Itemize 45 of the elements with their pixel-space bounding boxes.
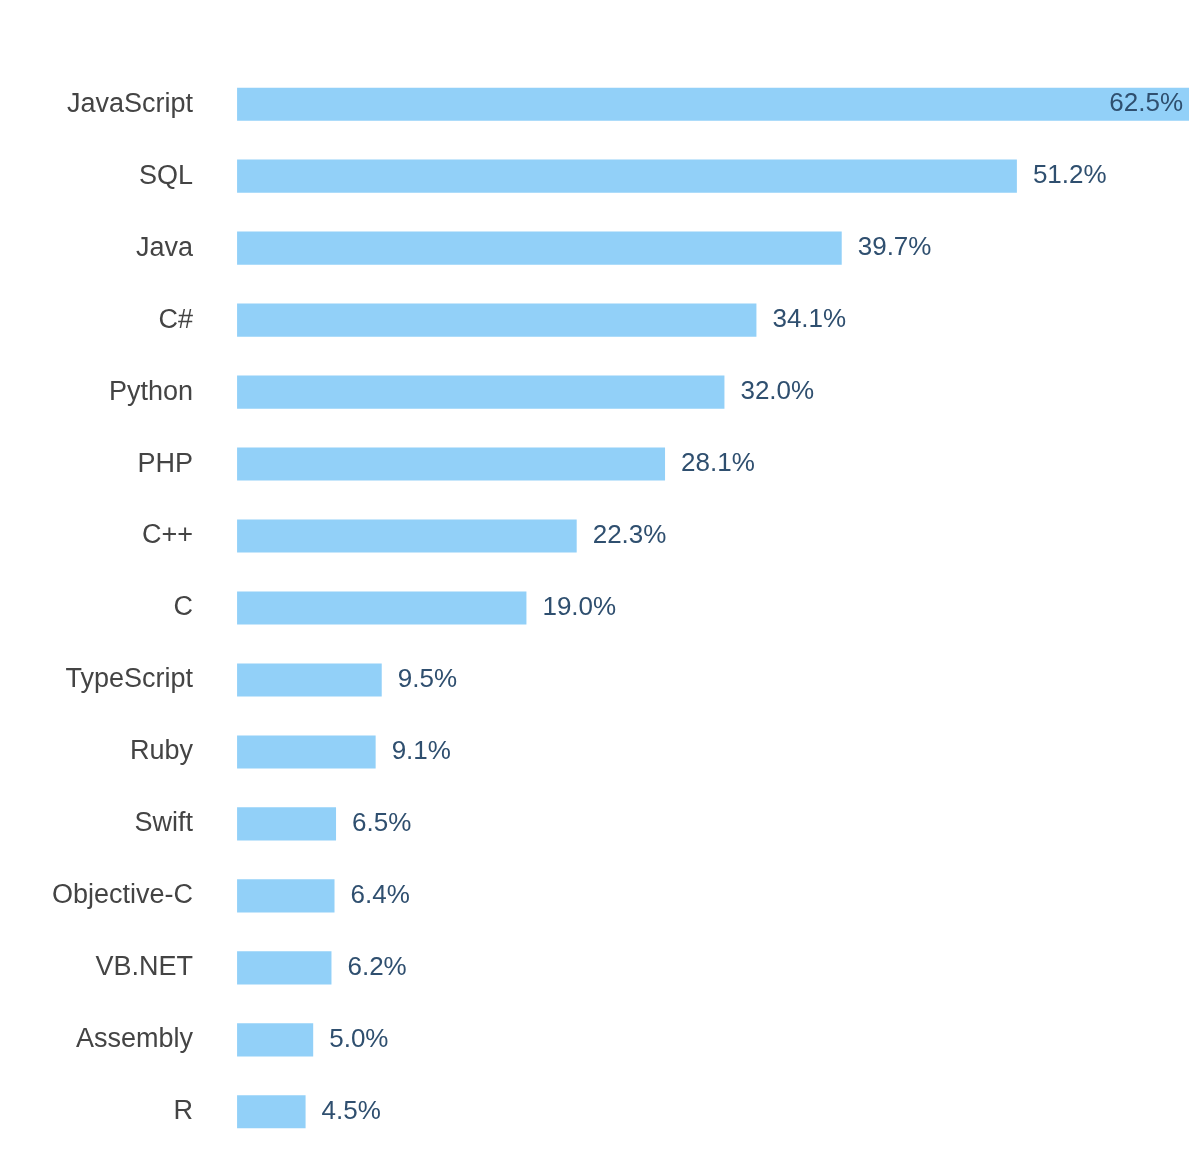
y-tick-label: SQL — [139, 159, 194, 190]
y-tick-label: C++ — [141, 519, 194, 550]
data-label: 22.3% — [592, 519, 667, 550]
y-tick-label: PHP — [137, 447, 194, 478]
data-label: 9.1% — [391, 735, 451, 766]
y-tick-label: Ruby — [130, 735, 194, 766]
data-label: 5.0% — [329, 1023, 389, 1054]
y-tick-label: Objective-C — [51, 879, 194, 910]
bar — [237, 519, 577, 553]
data-label: 62.5% — [1109, 87, 1184, 118]
bar — [237, 807, 337, 841]
y-tick-label: Python — [108, 375, 194, 406]
y-tick-label: JavaScript — [66, 87, 194, 118]
data-label: 51.2% — [1032, 159, 1107, 190]
bar — [237, 87, 1189, 121]
bar — [237, 231, 842, 265]
bar — [237, 1023, 314, 1057]
bar — [237, 591, 527, 625]
data-label: 19.0% — [542, 591, 617, 622]
data-label: 28.1% — [681, 447, 755, 478]
bar — [237, 951, 332, 985]
data-label: 6.4% — [350, 879, 410, 910]
data-label: 4.5% — [321, 1094, 381, 1125]
y-tick-label: C# — [158, 303, 194, 334]
bar — [237, 447, 666, 481]
y-tick-label: Swift — [134, 807, 194, 838]
y-tick-label: C — [173, 591, 194, 622]
data-label: 6.2% — [347, 951, 407, 982]
y-tick-label: TypeScript — [65, 663, 194, 694]
y-tick-label: Assembly — [76, 1023, 194, 1054]
y-tick-label: Java — [135, 231, 195, 262]
data-label: 32.0% — [740, 375, 815, 406]
bar — [237, 303, 757, 337]
bar — [237, 375, 725, 409]
bar — [237, 663, 382, 697]
bar — [237, 1095, 306, 1129]
bar — [237, 159, 1017, 193]
data-label: 34.1% — [772, 303, 847, 334]
y-tick-label: VB.NET — [95, 951, 194, 982]
data-label: 6.5% — [352, 807, 412, 838]
bar — [237, 879, 335, 913]
y-tick-label: R — [173, 1095, 194, 1126]
bar — [237, 735, 376, 769]
data-label: 9.5% — [397, 663, 457, 694]
data-label: 39.7% — [857, 231, 932, 262]
